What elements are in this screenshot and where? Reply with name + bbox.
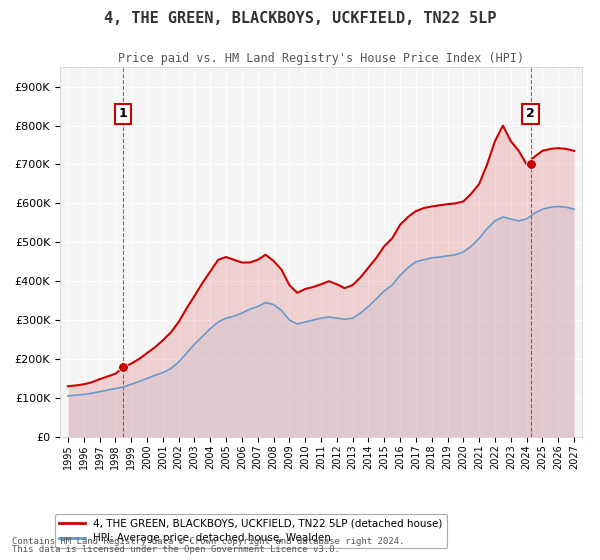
- Text: 1: 1: [119, 108, 128, 120]
- Text: This data is licensed under the Open Government Licence v3.0.: This data is licensed under the Open Gov…: [12, 545, 340, 554]
- Text: Contains HM Land Registry data © Crown copyright and database right 2024.: Contains HM Land Registry data © Crown c…: [12, 537, 404, 546]
- Legend: 4, THE GREEN, BLACKBOYS, UCKFIELD, TN22 5LP (detached house), HPI: Average price: 4, THE GREEN, BLACKBOYS, UCKFIELD, TN22 …: [55, 514, 447, 548]
- Text: 2: 2: [526, 108, 535, 120]
- Title: Price paid vs. HM Land Registry's House Price Index (HPI): Price paid vs. HM Land Registry's House …: [118, 52, 524, 64]
- Text: 4, THE GREEN, BLACKBOYS, UCKFIELD, TN22 5LP: 4, THE GREEN, BLACKBOYS, UCKFIELD, TN22 …: [104, 11, 496, 26]
